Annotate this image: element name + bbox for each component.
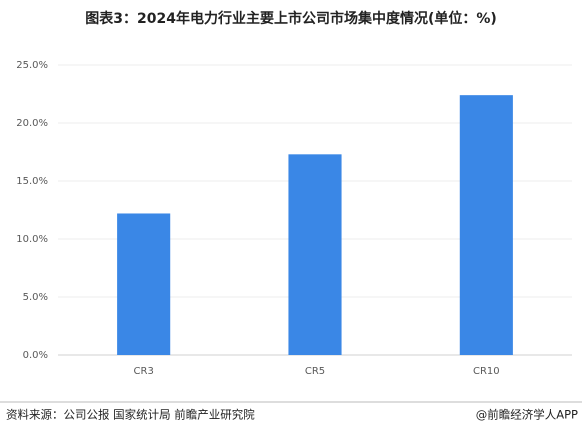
x-tick-label: CR3 (134, 366, 154, 377)
x-tick-label: CR5 (305, 366, 325, 377)
source: 资料来源：公司公报 国家统计局 前瞻产业研究院 (6, 408, 255, 422)
chart-title: 图表3：2024年电力行业主要上市公司市场集中度情况(单位：%) (85, 10, 497, 27)
x-tick-label: CR10 (473, 366, 500, 377)
credit: @前瞻经济学人APP (476, 408, 578, 422)
y-tick-label: 5.0% (23, 292, 48, 303)
y-tick-label: 25.0% (16, 60, 48, 71)
y-tick-label: 10.0% (16, 234, 48, 245)
y-tick-label: 20.0% (16, 118, 48, 129)
bar (459, 95, 513, 355)
y-tick-label: 0.0% (23, 350, 48, 361)
bar (288, 154, 342, 355)
y-tick-label: 15.0% (16, 176, 48, 187)
bar (117, 213, 171, 355)
